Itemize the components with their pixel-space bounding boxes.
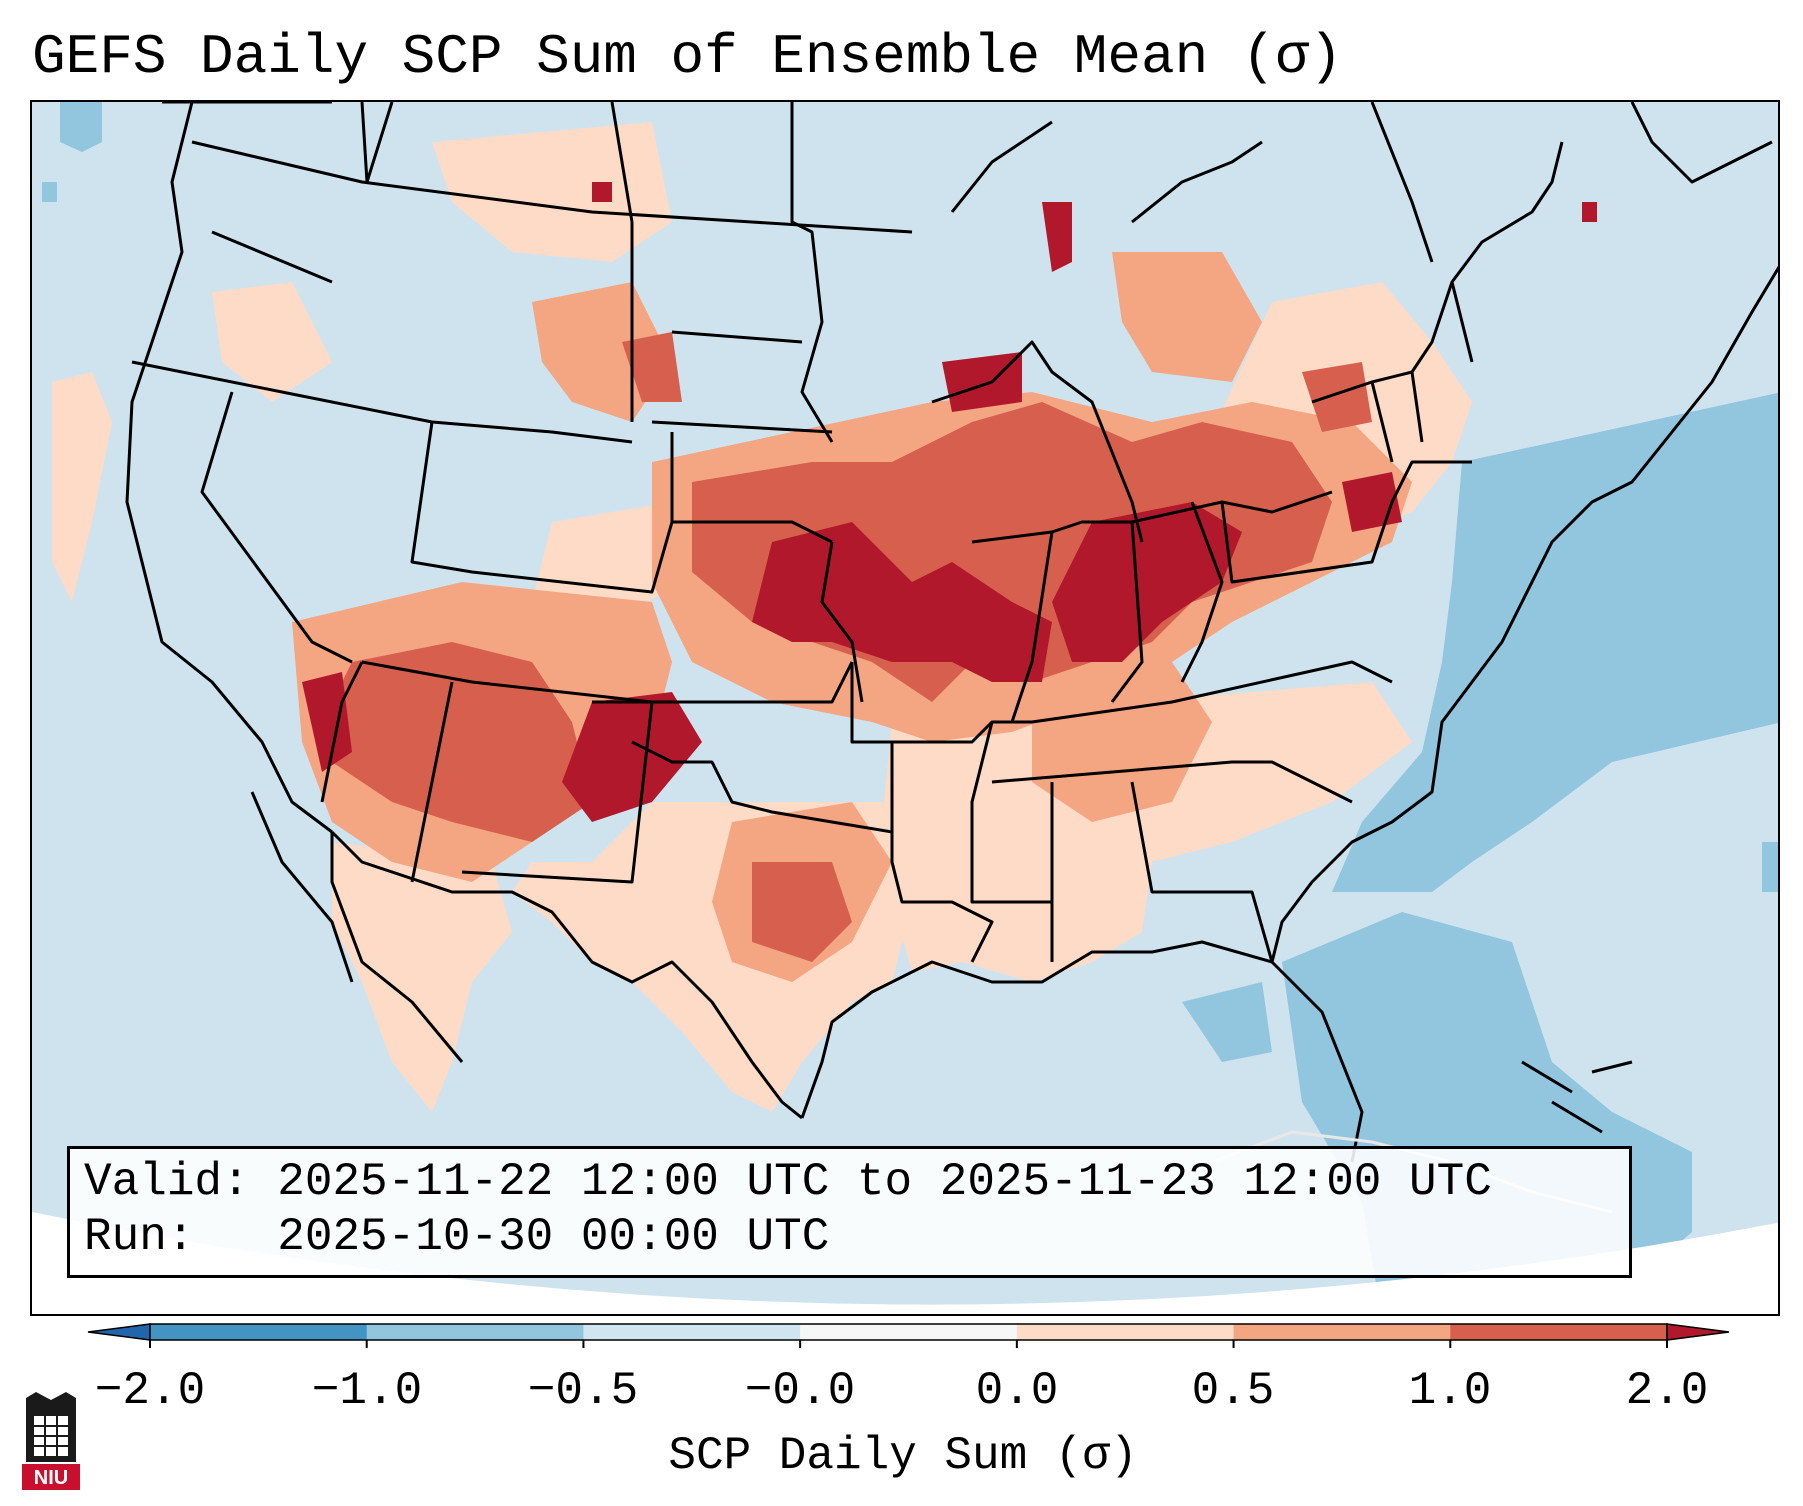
map-panel xyxy=(30,100,1780,1316)
logo-tower-windows xyxy=(34,1416,68,1456)
map-canvas xyxy=(32,102,1778,1314)
colorbar-segment xyxy=(1016,1324,1235,1340)
colorbar-extend-high xyxy=(1666,1323,1730,1341)
run-time-text: Run: 2025-10-30 00:00 UTC xyxy=(84,1211,830,1263)
colorbar-segment xyxy=(800,1324,1018,1340)
colorbar-segment xyxy=(583,1324,801,1340)
colorbar-segment xyxy=(366,1324,584,1340)
colorbar-segment xyxy=(1450,1324,1668,1340)
colorbar-tick-label: −0.5 xyxy=(527,1365,639,1417)
colorbar-outline xyxy=(149,1323,1668,1341)
colorbar-tick-label: −1.0 xyxy=(311,1365,423,1417)
extreme-positive-anomaly-layer xyxy=(302,182,1597,822)
colorbar-segment xyxy=(150,1324,368,1340)
colorbar-segment xyxy=(1233,1324,1451,1340)
projection-edge xyxy=(32,1212,1778,1314)
logo-text: NIU xyxy=(34,1467,68,1489)
boundary-layer xyxy=(125,102,1778,1163)
logo-banner xyxy=(22,1464,80,1490)
colorbar-tick-label: 0.5 xyxy=(1191,1365,1275,1417)
colorbar-tick-label: 2.0 xyxy=(1625,1365,1709,1417)
valid-time-text: Valid: 2025-11-22 12:00 UTC to 2025-11-2… xyxy=(84,1156,1492,1208)
chart-title: GEFS Daily SCP Sum of Ensemble Mean (σ) xyxy=(32,25,1343,89)
colorbar-tick-label: −0.0 xyxy=(744,1365,856,1417)
valid-run-info-box: Valid: 2025-11-22 12:00 UTC to 2025-11-2… xyxy=(67,1146,1632,1278)
colorbar-extend-low xyxy=(87,1323,151,1341)
niu-logo: NIU xyxy=(22,1392,80,1490)
colorbar-tick-label: 0.0 xyxy=(975,1365,1059,1417)
colorbar-tick-label: 1.0 xyxy=(1408,1365,1492,1417)
colorbar xyxy=(87,1323,1730,1348)
colorbar-tick-label: −2.0 xyxy=(94,1365,206,1417)
colorbar-label: SCP Daily Sum (σ) xyxy=(668,1430,1138,1482)
